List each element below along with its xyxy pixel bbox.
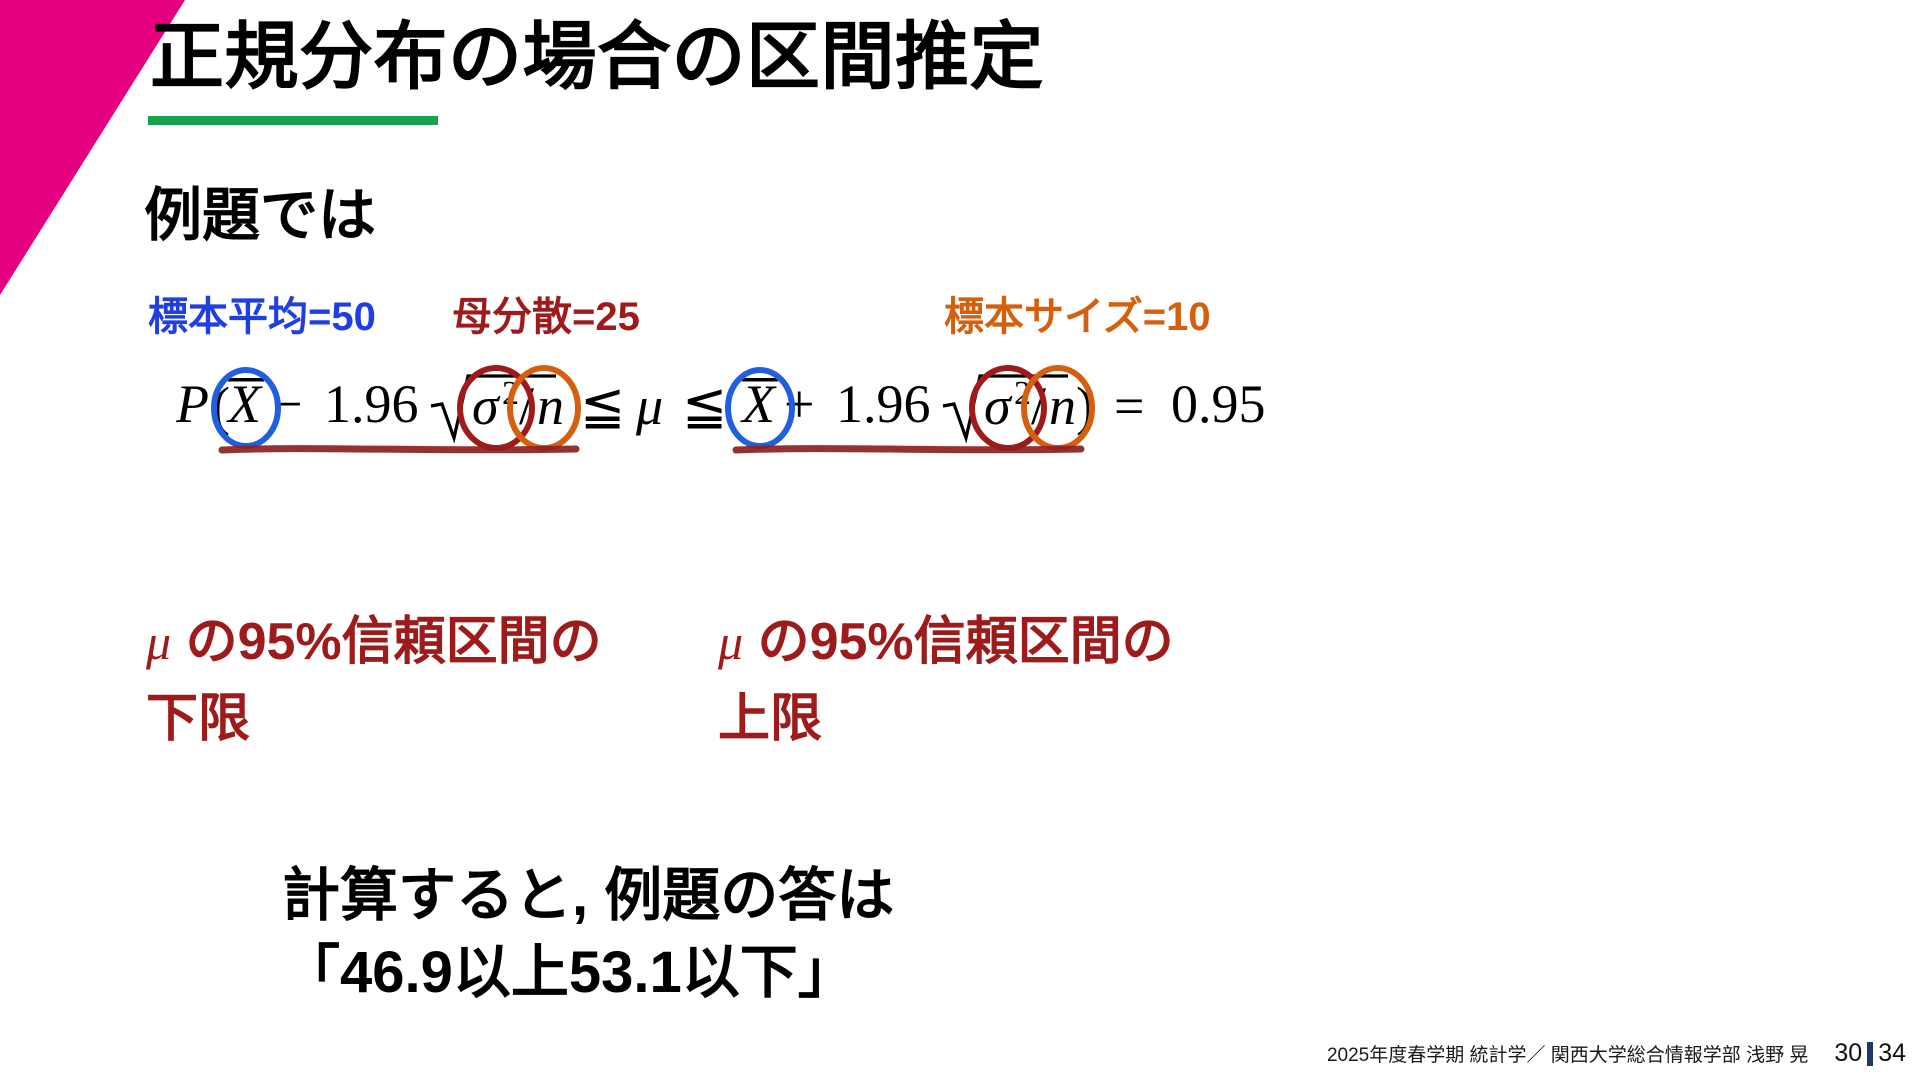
lower-limit-line2: 下限 bbox=[146, 689, 251, 748]
formula-sigma-right: σ bbox=[984, 376, 1013, 436]
formula-xbar-right: X bbox=[740, 374, 777, 434]
formula-xbar-left: X bbox=[226, 374, 263, 434]
lower-limit-text1: の95%信頼区間の bbox=[185, 613, 602, 671]
lower-limit-line1: μ の95%信頼区間の bbox=[146, 604, 602, 681]
title-underline-rule bbox=[148, 116, 438, 125]
formula-mu: μ bbox=[635, 376, 663, 436]
footer-course-info: 2025年度春学期 統計学／ 関西大学総合情報学部 浅野 晃 bbox=[1326, 1045, 1809, 1066]
formula-z-left: 1.96 bbox=[324, 374, 419, 434]
formula-n-left: n bbox=[537, 376, 564, 436]
page-current: 30 bbox=[1834, 1039, 1863, 1067]
formula-equals: = bbox=[1114, 376, 1144, 436]
formula-xbar-left-overline bbox=[228, 378, 264, 382]
formula-le-left: ≦ bbox=[580, 376, 625, 436]
answer-line-2: 「46.9以上53.1以下」 bbox=[282, 939, 856, 1005]
page-total: 34 bbox=[1878, 1039, 1906, 1067]
formula-sqrt-right bbox=[942, 374, 1068, 444]
upper-limit-text1: の95%信頼区間の bbox=[757, 613, 1174, 671]
upper-limit-line1: μ の95%信頼区間の bbox=[718, 604, 1174, 681]
formula-P: P bbox=[176, 374, 209, 434]
underline-upper-limit bbox=[732, 445, 1085, 454]
formula-n-right: n bbox=[1049, 376, 1076, 436]
page-separator-bar bbox=[1867, 1041, 1874, 1066]
formula-svg: P ( X − 1.96 σ 2 / n ≦ μ ≦ X bbox=[176, 365, 1266, 454]
lower-limit-caption: μ の95%信頼区間の 下限 bbox=[146, 604, 602, 758]
confidence-interval-formula: P ( X − 1.96 σ 2 / n ≦ μ ≦ X bbox=[176, 360, 1276, 454]
annotation-sample-size: 標本サイズ=10 bbox=[944, 295, 1211, 339]
formula-le-right: ≦ bbox=[682, 376, 727, 436]
annotation-population-variance: 母分散=25 bbox=[452, 295, 640, 339]
footer-page-indicator: 30 34 bbox=[1834, 1039, 1906, 1068]
formula-probability: 0.95 bbox=[1171, 374, 1266, 434]
formula-z-right: 1.96 bbox=[836, 374, 931, 434]
lead-text: 例題では bbox=[144, 183, 377, 248]
upper-limit-mu: μ bbox=[718, 614, 744, 670]
annotation-sample-mean: 標本平均=50 bbox=[148, 295, 376, 339]
page-title: 正規分布の場合の区間推定 bbox=[150, 15, 1044, 98]
upper-limit-line2: 上限 bbox=[718, 689, 823, 748]
upper-limit-caption: μ の95%信頼区間の 上限 bbox=[718, 604, 1174, 758]
underline-lower-limit bbox=[218, 445, 580, 454]
lower-limit-mu: μ bbox=[146, 614, 172, 670]
slide-footer: 2025年度春学期 統計学／ 関西大学総合情報学部 浅野 晃 30 34 bbox=[1327, 1039, 1906, 1068]
formula-sigma-left: σ bbox=[472, 376, 501, 436]
answer-block: 計算すると, 例題の答は 「46.9以上53.1以下」 bbox=[282, 858, 894, 1011]
formula-sqrt-left bbox=[430, 374, 556, 444]
formula-xbar-right-overline bbox=[742, 378, 778, 382]
answer-line-1: 計算すると, 例題の答は bbox=[282, 863, 895, 928]
